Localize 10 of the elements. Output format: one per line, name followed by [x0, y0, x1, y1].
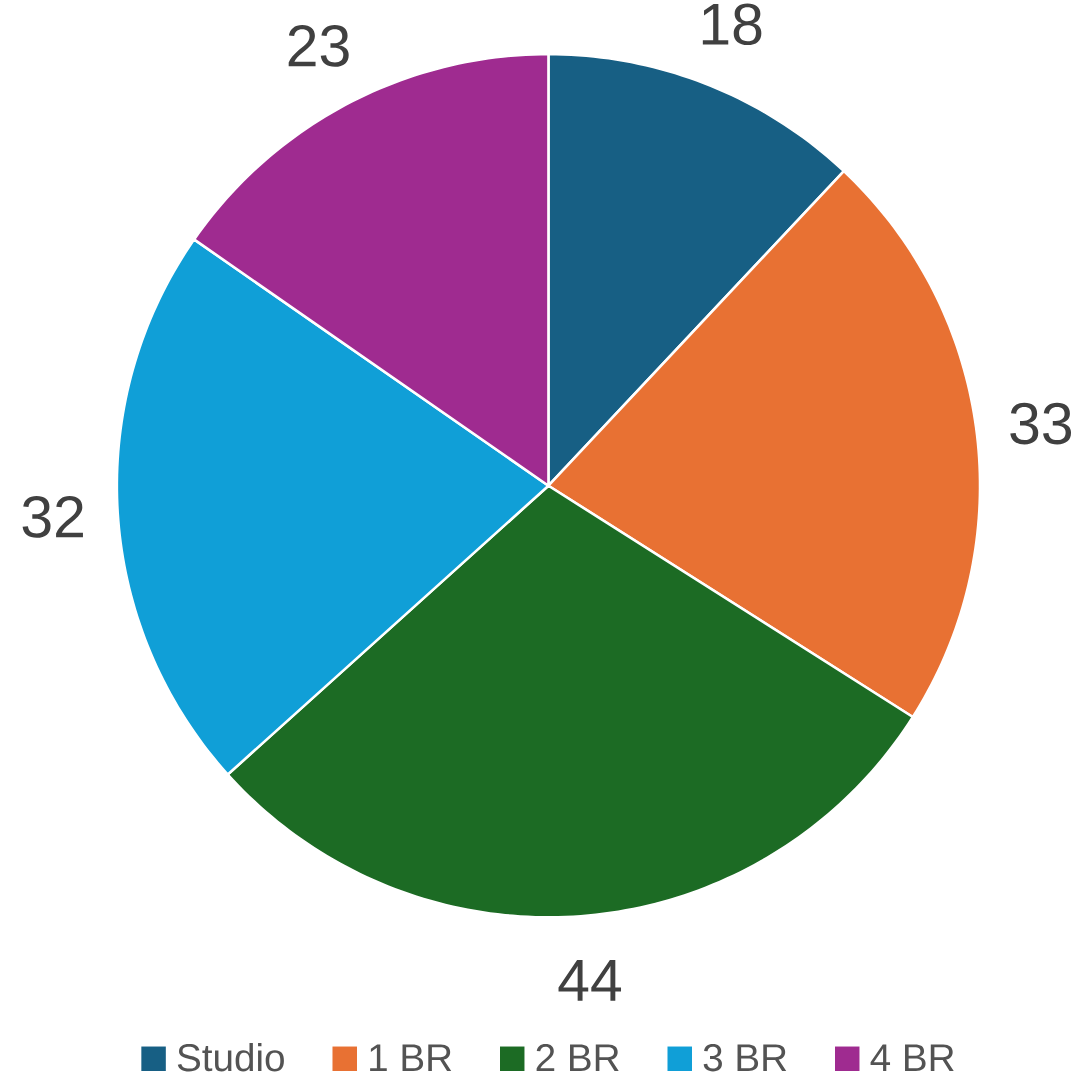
legend-label: Studio: [177, 1043, 284, 1072]
data-label: 23: [288, 25, 349, 67]
data-label: 44: [558, 960, 622, 1001]
legend-label: 3 BR: [703, 1044, 787, 1072]
legend-label: 2 BR: [536, 1044, 619, 1072]
legend-label: 4 BR: [870, 1044, 954, 1072]
data-label: 18: [702, 3, 762, 46]
data-label: 33: [1010, 402, 1072, 445]
legend-label: 1 BR: [370, 1044, 452, 1072]
data-label: 32: [22, 496, 83, 538]
